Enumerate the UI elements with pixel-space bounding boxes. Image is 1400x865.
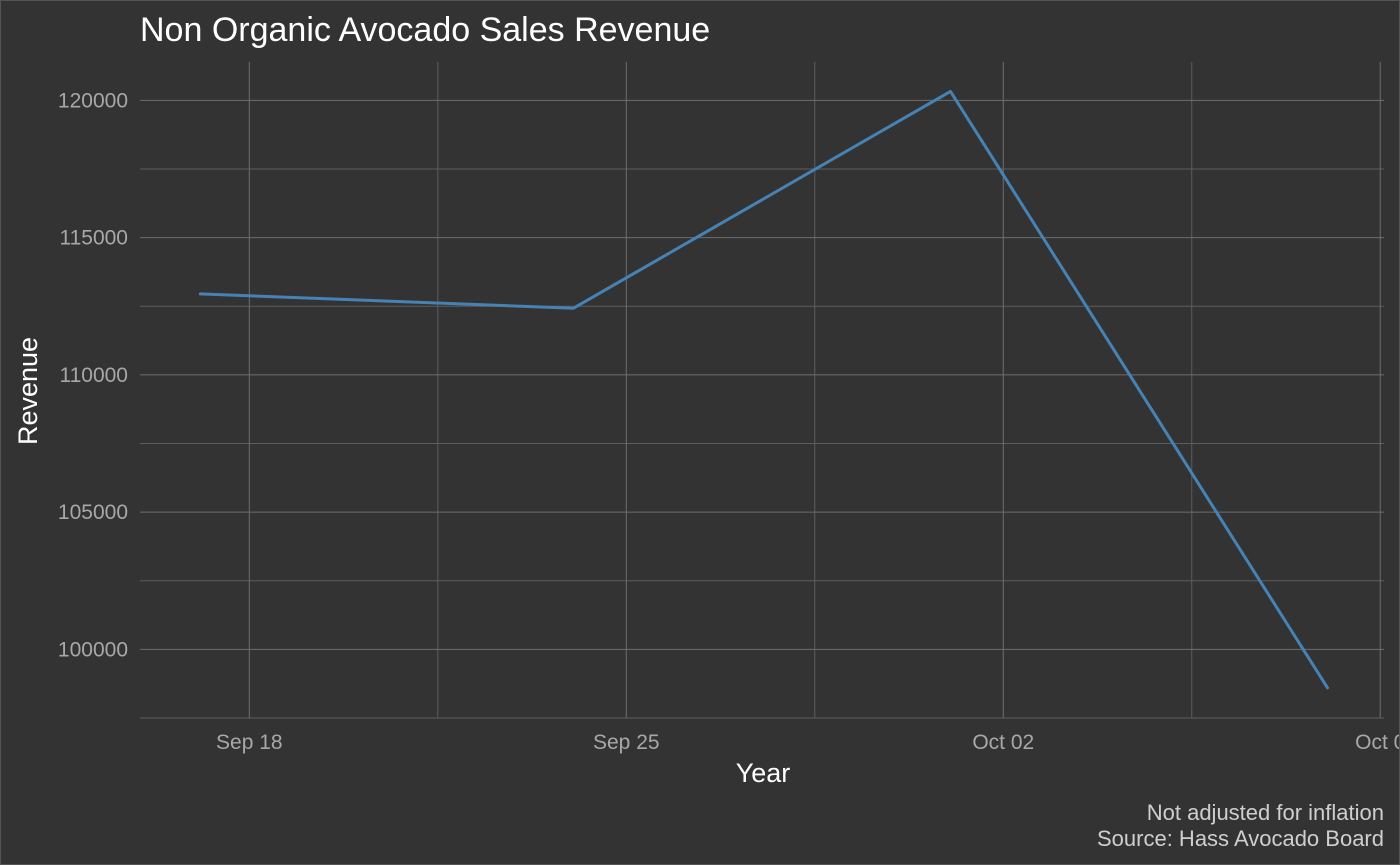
series-line-non-organic [198, 89, 1329, 690]
caption-source: Source: Hass Avocado Board [1097, 826, 1384, 851]
y-tick-label: 105000 [58, 501, 128, 524]
minor-gridlines [140, 62, 1384, 719]
caption-inflation-note: Not adjusted for inflation [1147, 800, 1384, 825]
y-tick-label: 115000 [59, 227, 128, 250]
y-tick-label: 110000 [59, 364, 128, 387]
y-axis-title: Revenue [13, 337, 43, 445]
x-axis-title: Year [736, 758, 791, 788]
y-tick-labels: 100000 105000 110000 115000 120000 [58, 89, 128, 661]
series-layer [198, 89, 1329, 690]
y-tick-label: 100000 [58, 638, 128, 661]
major-gridlines [140, 62, 1384, 718]
x-tick-label: Sep 25 [593, 731, 660, 754]
y-tick-label: 120000 [58, 89, 128, 112]
x-tick-label: Sep 18 [216, 731, 283, 754]
x-tick-label: Oct 02 [972, 731, 1034, 754]
x-tick-labels: Sep 18 Sep 25 Oct 02 Oct 0 [216, 731, 1399, 754]
chart-title: Non Organic Avocado Sales Revenue [140, 11, 710, 49]
x-tick-label: Oct 0 [1355, 731, 1399, 754]
